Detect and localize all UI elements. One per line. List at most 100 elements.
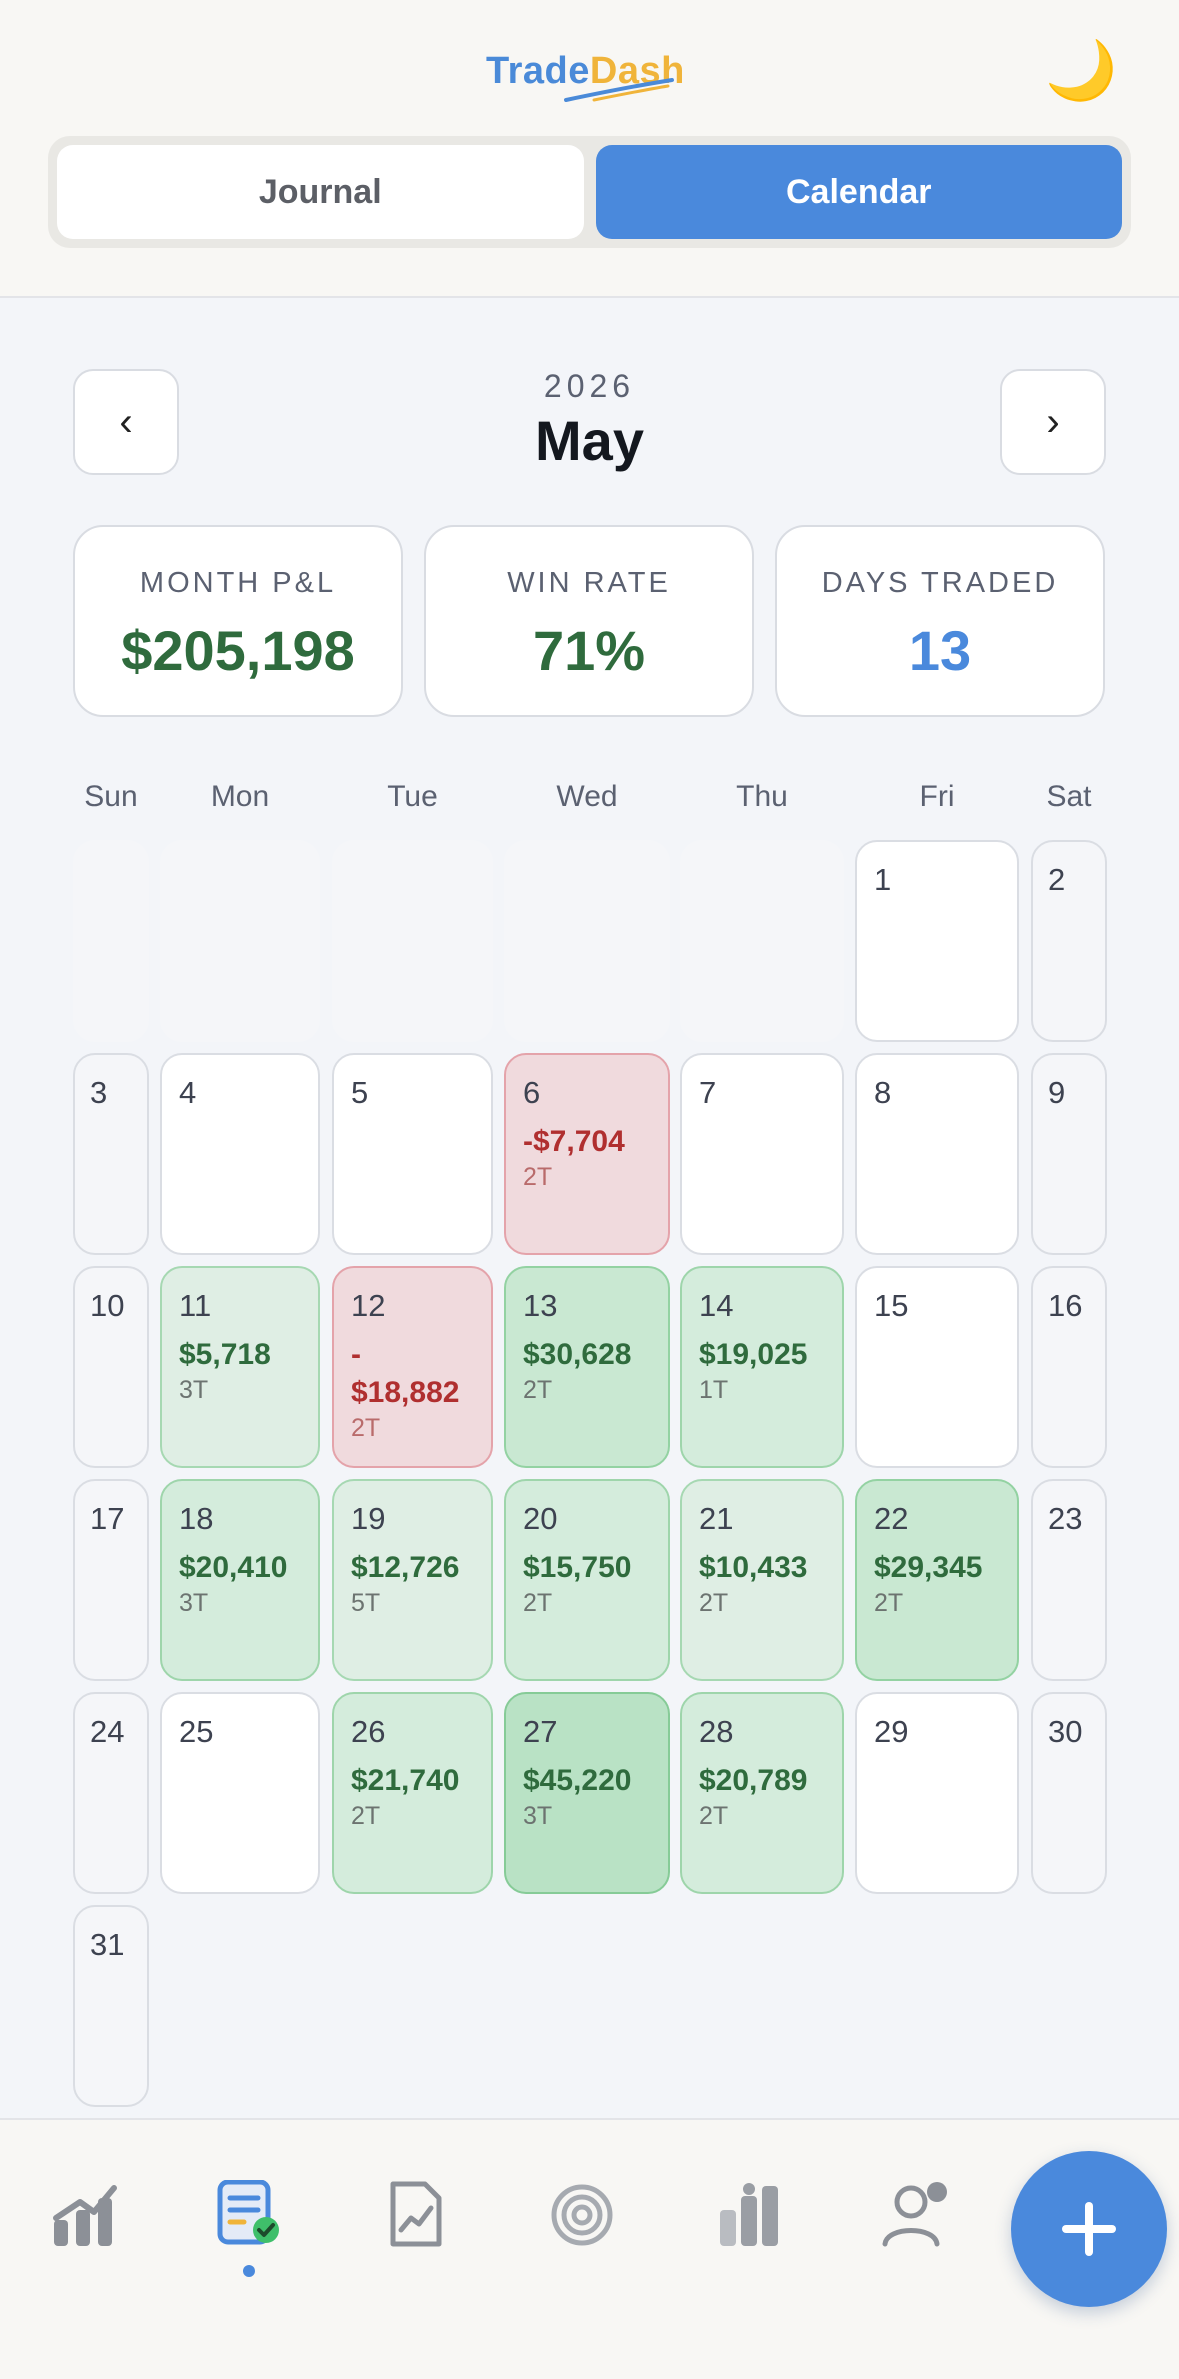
stat-label: DAYS TRADED (821, 567, 1059, 599)
day-number: 4 (179, 1075, 197, 1110)
weekday-label: Sun (84, 780, 138, 813)
calendar-day-1[interactable]: 1 (855, 840, 1019, 1042)
calendar-day-4[interactable]: 4 (160, 1053, 320, 1255)
logo-swoosh-icon (564, 78, 674, 102)
calendar-day-23[interactable]: 23 (1031, 1479, 1107, 1681)
day-number: 30 (1048, 1714, 1083, 1749)
calendar-day-31[interactable]: 31 (73, 1905, 149, 2107)
weekday-label: Fri (919, 780, 955, 813)
plus-icon (1062, 2202, 1116, 2256)
stat-value: $205,198 (121, 619, 355, 682)
view-switcher: Journal Calendar (48, 136, 1131, 248)
calendar-day-18[interactable]: 18 $20,410 3T (160, 1479, 320, 1681)
theme-toggle-button[interactable]: 🌙 (1045, 36, 1117, 106)
stat-label: MONTH P&L (139, 567, 337, 599)
day-number: 16 (1048, 1288, 1083, 1323)
day-number: 25 (179, 1714, 214, 1749)
day-number: 12 (351, 1288, 386, 1323)
calendar-day-17[interactable]: 17 (73, 1479, 149, 1681)
profile-icon[interactable] (881, 2180, 951, 2250)
day-number: 11 (179, 1288, 212, 1323)
calendar-day-28[interactable]: 28 $20,789 2T (680, 1692, 844, 1894)
day-pnl: $20,410 (179, 1551, 288, 1584)
day-trade-count: 3T (179, 1376, 209, 1404)
calendar-day-21[interactable]: 21 $10,433 2T (680, 1479, 844, 1681)
day-trade-count: 3T (523, 1802, 553, 1830)
calendar-day-19[interactable]: 19 $12,726 5T (332, 1479, 493, 1681)
calendar-empty-cell (160, 840, 320, 1042)
calendar-day-7[interactable]: 7 (680, 1053, 844, 1255)
active-tab-indicator (243, 2265, 255, 2277)
calendar-day-16[interactable]: 16 (1031, 1266, 1107, 1468)
prev-month-button[interactable]: ‹ (73, 369, 179, 475)
journal-icon[interactable] (214, 2180, 284, 2250)
calendar-day-2[interactable]: 2 (1031, 840, 1107, 1042)
add-trade-button[interactable] (1011, 2151, 1167, 2307)
tradedash-logo: TradeDash (486, 42, 696, 102)
day-number: 14 (699, 1288, 734, 1323)
calendar-day-13[interactable]: 13 $30,628 2T (504, 1266, 670, 1468)
day-pnl: $10,433 (699, 1551, 808, 1584)
next-month-button[interactable]: › (1000, 369, 1106, 475)
bottom-nav (0, 2118, 1179, 2379)
calendar-day-20[interactable]: 20 $15,750 2T (504, 1479, 670, 1681)
day-number: 9 (1048, 1075, 1066, 1110)
calendar-day-6[interactable]: 6 -$7,704 2T (504, 1053, 670, 1255)
day-trade-count: 2T (351, 1802, 381, 1830)
goals-icon[interactable] (547, 2180, 617, 2250)
day-trade-count: 2T (351, 1414, 381, 1442)
analytics-icon[interactable] (381, 2180, 451, 2250)
day-pnl: $15,750 (523, 1551, 632, 1584)
day-number: 13 (523, 1288, 558, 1323)
calendar-day-12[interactable]: 12 - $18,882 2T (332, 1266, 493, 1468)
day-number: 24 (90, 1714, 125, 1749)
reports-icon[interactable] (714, 2180, 784, 2250)
calendar-empty-cell (73, 840, 149, 1042)
calendar-day-14[interactable]: 14 $19,025 1T (680, 1266, 844, 1468)
calendar-year: 2026 (543, 368, 636, 404)
day-trade-count: 2T (523, 1376, 553, 1404)
day-number: 6 (523, 1075, 541, 1110)
calendar-day-24[interactable]: 24 (73, 1692, 149, 1894)
calendar-day-15[interactable]: 15 (855, 1266, 1019, 1468)
calendar-day-11[interactable]: 11 $5,718 3T (160, 1266, 320, 1468)
weekday-label: Wed (556, 780, 618, 813)
calendar-day-9[interactable]: 9 (1031, 1053, 1107, 1255)
day-number: 18 (179, 1501, 214, 1536)
day-number: 7 (699, 1075, 717, 1110)
day-number: 21 (699, 1501, 734, 1536)
calendar-day-22[interactable]: 22 $29,345 2T (855, 1479, 1019, 1681)
day-pnl: $12,726 (351, 1551, 460, 1584)
day-number: 28 (699, 1714, 734, 1749)
stat-win-rate: WIN RATE 71% (424, 525, 754, 717)
stat-value: 13 (908, 619, 972, 682)
calendar-day-8[interactable]: 8 (855, 1053, 1019, 1255)
stat-value: 71% (532, 619, 646, 682)
calendar-day-30[interactable]: 30 (1031, 1692, 1107, 1894)
calendar-day-27[interactable]: 27 $45,220 3T (504, 1692, 670, 1894)
day-trade-count: 2T (523, 1589, 553, 1617)
day-trade-count: 2T (699, 1589, 729, 1617)
calendar-month: May (535, 409, 644, 472)
stat-month-pnl: MONTH P&L $205,198 (73, 525, 403, 717)
tab-calendar[interactable]: Calendar (595, 145, 1122, 239)
calendar-day-5[interactable]: 5 (332, 1053, 493, 1255)
day-pnl: $20,789 (699, 1764, 808, 1797)
day-trade-count: 1T (699, 1376, 729, 1404)
day-pnl: $5,718 (179, 1338, 271, 1371)
day-pnl: - $18,882 (351, 1338, 460, 1409)
calendar-day-25[interactable]: 25 (160, 1692, 320, 1894)
day-number: 17 (90, 1501, 125, 1536)
day-number: 20 (523, 1501, 558, 1536)
calendar-day-29[interactable]: 29 (855, 1692, 1019, 1894)
calendar-day-26[interactable]: 26 $21,740 2T (332, 1692, 493, 1894)
calendar-day-3[interactable]: 3 (73, 1053, 149, 1255)
calendar-empty-cell (680, 840, 844, 1042)
calendar-day-10[interactable]: 10 (73, 1266, 149, 1468)
stat-days-traded: DAYS TRADED 13 (775, 525, 1105, 717)
tab-journal[interactable]: Journal (57, 145, 584, 239)
dashboard-icon[interactable] (50, 2180, 120, 2250)
day-pnl: $45,220 (523, 1764, 632, 1797)
day-trade-count: 3T (179, 1589, 209, 1617)
day-number: 5 (351, 1075, 369, 1110)
